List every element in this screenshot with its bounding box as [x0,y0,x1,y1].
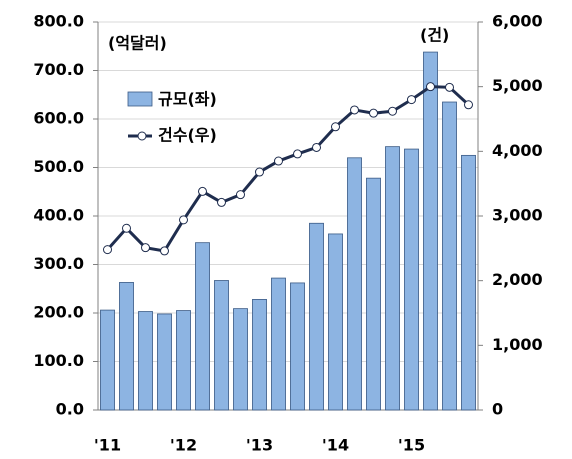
y-tick-label: 800.0 [33,12,84,31]
y2-tick-label: 6,000 [492,12,543,31]
bar [385,146,400,411]
marker [179,215,188,225]
legend-swatch [127,91,153,107]
bar [233,308,248,411]
marker [217,197,226,207]
x-tick-label: '11 [94,436,121,455]
marker [369,108,378,118]
y2-tick-label: 2,000 [492,270,543,289]
x-tick-label: '12 [170,436,197,455]
marker [350,105,359,115]
marker [426,82,435,92]
bar [290,282,305,411]
y-tick-label: 500.0 [33,157,84,176]
bar [176,310,191,411]
legend-label: 건수(우) [158,126,217,145]
bar [461,154,476,411]
y-tick-label: 100.0 [33,351,84,370]
x-tick-label: '14 [322,436,349,455]
bar [271,277,286,411]
marker [331,122,340,132]
marker [274,156,283,166]
x-tick-label: '15 [398,436,425,455]
y-tick-label: 0.0 [56,400,84,419]
marker [407,95,416,105]
y-tick-label: 300.0 [33,254,84,273]
y-tick-label: 200.0 [33,303,84,322]
y2-tick-label: 0 [492,400,503,419]
legend-marker [137,131,147,141]
x-tick-label: '13 [246,436,273,455]
y2-tick-label: 3,000 [492,206,543,225]
bar [214,280,229,411]
marker [293,149,302,159]
marker [160,246,169,256]
bar [195,242,210,411]
marker [312,142,321,152]
legend-label: 규모(좌) [158,90,217,109]
bar [100,309,115,411]
marker [236,190,245,200]
bar [442,101,457,411]
bar [138,311,153,411]
marker [122,223,131,233]
bar [309,222,324,411]
y2-tick-label: 1,000 [492,335,543,354]
unit-right: (건) [420,26,449,45]
marker [198,186,207,196]
y-tick-label: 700.0 [33,60,84,79]
bar [366,177,381,411]
y-tick-label: 600.0 [33,109,84,128]
marker [103,245,112,255]
bar [252,299,267,411]
unit-left: (억달러) [108,34,167,53]
bar [328,233,343,411]
y2-tick-label: 4,000 [492,141,543,160]
bar [119,282,134,411]
bar [157,313,172,411]
bar [423,51,438,411]
marker [255,167,264,177]
marker [141,243,150,253]
y2-tick-label: 5,000 [492,76,543,95]
marker [388,106,397,116]
bar [347,157,362,411]
marker [445,82,454,92]
y-tick-label: 400.0 [33,206,84,225]
marker [464,100,473,110]
bar [404,148,419,411]
